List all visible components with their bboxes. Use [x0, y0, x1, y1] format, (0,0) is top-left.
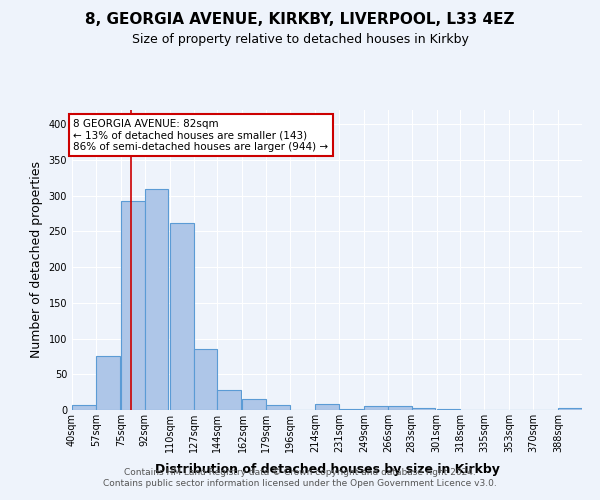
- Bar: [72, 405, 96, 410]
- Text: 8 GEORGIA AVENUE: 82sqm
← 13% of detached houses are smaller (143)
86% of semi-d: 8 GEORGIA AVENUE: 82sqm ← 13% of detache…: [73, 118, 329, 152]
- Bar: [145, 188, 169, 410]
- Bar: [364, 406, 388, 410]
- Y-axis label: Number of detached properties: Number of detached properties: [30, 162, 43, 358]
- Bar: [437, 408, 460, 410]
- Bar: [217, 390, 241, 410]
- Bar: [170, 223, 194, 410]
- Text: 8, GEORGIA AVENUE, KIRKBY, LIVERPOOL, L33 4EZ: 8, GEORGIA AVENUE, KIRKBY, LIVERPOOL, L3…: [85, 12, 515, 28]
- Bar: [315, 404, 339, 410]
- Bar: [412, 408, 435, 410]
- Bar: [96, 356, 119, 410]
- Bar: [266, 405, 290, 410]
- Bar: [388, 406, 412, 410]
- Bar: [121, 200, 145, 410]
- X-axis label: Distribution of detached houses by size in Kirkby: Distribution of detached houses by size …: [155, 464, 499, 476]
- Bar: [242, 400, 266, 410]
- Text: Size of property relative to detached houses in Kirkby: Size of property relative to detached ho…: [131, 32, 469, 46]
- Bar: [194, 350, 217, 410]
- Bar: [558, 408, 582, 410]
- Text: Contains HM Land Registry data © Crown copyright and database right 2024.
Contai: Contains HM Land Registry data © Crown c…: [103, 468, 497, 487]
